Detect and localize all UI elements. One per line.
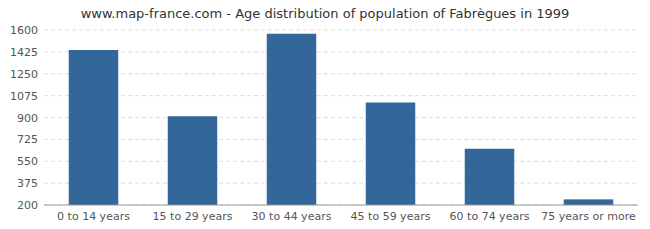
y-tick-label: 1425 [10,46,38,59]
grid-line [44,139,638,140]
chart-svg: www.map-france.com - Age distribution of… [0,0,650,229]
grid-line [44,73,638,74]
x-tick-label: 0 to 14 years [57,210,130,223]
bar [366,103,416,206]
x-tick-label: 15 to 29 years [153,210,233,223]
grid-line [44,95,638,96]
grid-line [44,30,638,31]
bar [168,116,218,205]
grid-line [44,183,638,184]
x-tick-label: 30 to 44 years [252,210,332,223]
y-tick-label: 550 [17,155,38,168]
y-grid [44,30,638,205]
title: www.map-france.com - Age distribution of… [81,6,570,21]
bar [267,34,317,205]
grid-line [44,117,638,118]
bar [465,149,515,205]
bar [564,199,614,205]
bar [69,50,119,205]
bars [69,34,614,205]
y-tick-label: 1250 [10,68,38,81]
chart-container: www.map-france.com - Age distribution of… [0,0,650,229]
grid-line [44,205,638,206]
x-tick-label: 60 to 74 years [450,210,530,223]
y-tick-label: 200 [17,199,38,212]
y-tick-label: 1075 [10,90,38,103]
x-tick-label: 45 to 59 years [351,210,431,223]
y-tick-label: 1600 [10,24,38,37]
x-axis-line [44,205,638,206]
x-tick-label: 75 years or more [541,210,636,223]
grid-line [44,161,638,162]
grid-line [44,51,638,52]
y-tick-label: 375 [17,177,38,190]
y-tick-label: 725 [17,133,38,146]
y-tick-label: 900 [17,112,38,125]
